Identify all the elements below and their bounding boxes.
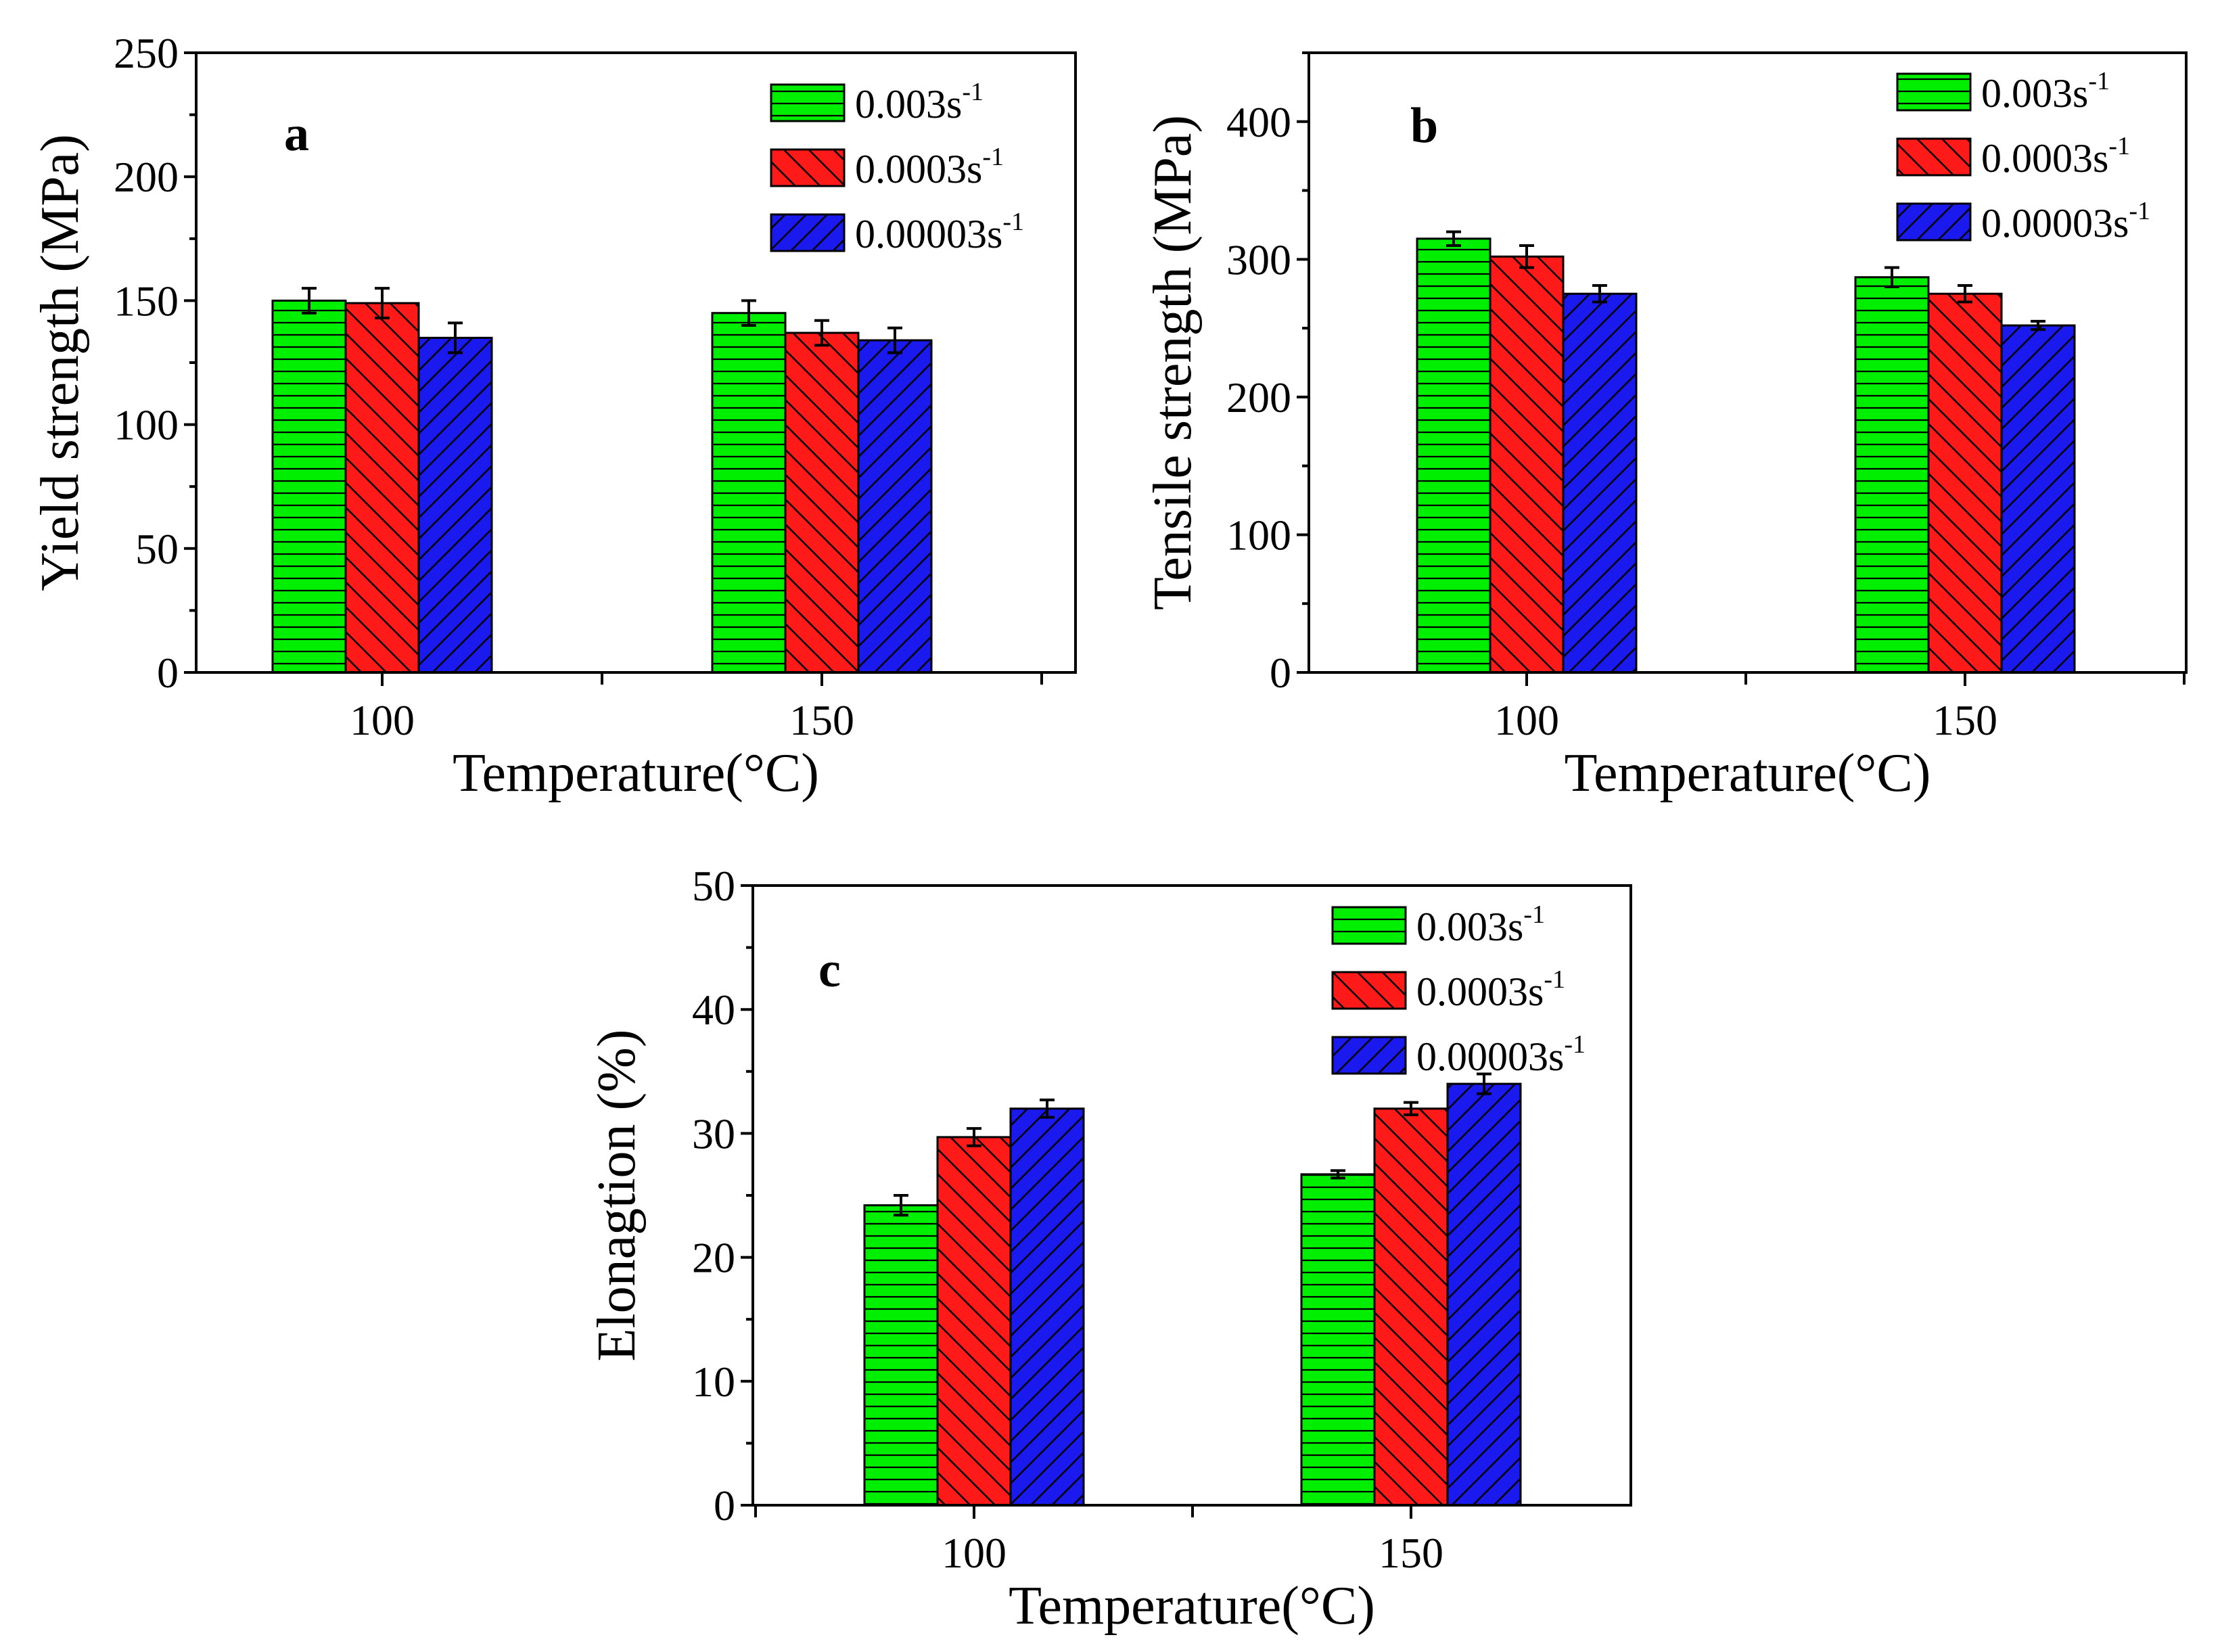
x-tick-label: 150	[1379, 1529, 1443, 1577]
bar-c-s0-c1	[1300, 1173, 1376, 1507]
y-axis-label: Elonagtion (%)	[587, 1030, 647, 1362]
bar-a-s2-c1	[857, 339, 933, 674]
bar-c-s2-c0	[1009, 1107, 1085, 1507]
legend-swatch	[1331, 1036, 1407, 1075]
legend-entry: 0.00003s-1	[1416, 1030, 1586, 1079]
y-tick-label: 100	[1226, 511, 1291, 559]
bar-a-s1-c1	[784, 331, 860, 674]
y-tick-label: 0	[157, 649, 179, 697]
legend-entry: 0.003s-1	[1416, 900, 1545, 949]
error-bar-b-s0-c0	[1446, 230, 1461, 247]
bar-b-s1-c0	[1489, 255, 1565, 674]
bar-a-s1-c0	[344, 302, 420, 674]
error-bar-a-s2-c0	[448, 321, 463, 354]
y-tick-label: 200	[114, 153, 179, 201]
error-bar-a-s1-c0	[375, 287, 390, 320]
legend-swatch	[1331, 971, 1407, 1010]
error-bar-a-s0-c1	[741, 299, 756, 327]
x-axis-label: Temperature(°C)	[1565, 743, 1931, 803]
error-bar-c-s2-c0	[1040, 1098, 1055, 1119]
legend-swatch	[1896, 137, 1972, 177]
error-bar-a-s2-c1	[887, 326, 902, 354]
plot-frame	[1308, 51, 2188, 674]
y-tick-label: 50	[135, 525, 179, 573]
error-bar-c-s1-c0	[967, 1127, 981, 1147]
panel-label: a	[284, 106, 309, 162]
error-bar-b-s0-c1	[1884, 266, 1899, 289]
bar-a-s2-c0	[417, 336, 493, 674]
legend: 0.003s-1 0.0003s-1 0.00003s-1	[1896, 67, 2150, 246]
error-bar-b-s1-c1	[1958, 284, 1972, 304]
x-tick-label: 100	[942, 1529, 1007, 1577]
error-bar-a-s0-c0	[302, 287, 317, 315]
y-tick-label: 250	[114, 29, 179, 77]
legend-entry: 0.0003s-1	[1416, 965, 1565, 1014]
bar-b-s2-c0	[1562, 292, 1638, 674]
y-tick-label: 30	[692, 1109, 735, 1157]
panel-label: b	[1410, 98, 1438, 154]
y-tick-label: 10	[692, 1358, 735, 1406]
bar-b-s2-c1	[2000, 324, 2076, 674]
error-bar-b-s2-c0	[1592, 284, 1607, 304]
bar-a-s0-c1	[711, 312, 787, 674]
bar-c-s1-c0	[936, 1136, 1012, 1507]
y-tick-label: 50	[692, 862, 735, 910]
y-tick-label: 100	[114, 401, 179, 449]
legend-swatch	[1896, 202, 1972, 242]
bar-b-s0-c0	[1416, 237, 1491, 674]
legend-swatch	[1896, 72, 1972, 112]
error-bar-a-s1-c1	[814, 319, 829, 347]
bar-b-s0-c1	[1854, 276, 1930, 674]
y-axis-label: Yield strength (MPa)	[30, 134, 90, 591]
legend-swatch	[770, 83, 846, 122]
x-axis-label: Temperature(°C)	[453, 743, 819, 803]
error-bar-c-s0-c0	[894, 1194, 908, 1217]
y-tick-label: 20	[692, 1234, 735, 1282]
y-tick-label: 150	[114, 277, 179, 325]
y-tick-label: 400	[1226, 98, 1291, 146]
legend-entry: 0.003s-1	[1981, 67, 2110, 116]
legend-entry: 0.0003s-1	[1981, 132, 2130, 181]
y-tick-label: 0	[1270, 649, 1291, 697]
y-tick-label: 300	[1226, 235, 1291, 283]
bar-c-s2-c1	[1446, 1082, 1522, 1507]
legend-swatch	[770, 148, 846, 187]
x-tick-label: 150	[789, 696, 854, 744]
legend-entry: 0.0003s-1	[855, 143, 1004, 191]
y-tick-label: 40	[692, 986, 735, 1034]
bar-b-s1-c1	[1927, 292, 2003, 674]
y-axis-label: Tensile strength (MPa)	[1143, 115, 1203, 610]
error-bar-c-s1-c1	[1404, 1101, 1418, 1116]
legend: 0.003s-1 0.0003s-1 0.00003s-1	[770, 78, 1024, 256]
error-bar-b-s2-c1	[2031, 319, 2045, 331]
y-tick-label: 200	[1226, 373, 1291, 421]
legend-swatch	[1331, 906, 1407, 945]
panel-label: c	[818, 942, 841, 998]
bar-a-s0-c0	[271, 299, 347, 674]
legend-entry: 0.00003s-1	[855, 208, 1024, 256]
legend: 0.003s-1 0.0003s-1 0.00003s-1	[1331, 900, 1586, 1079]
legend-entry: 0.003s-1	[855, 78, 984, 127]
error-bar-c-s0-c1	[1331, 1169, 1345, 1180]
bar-c-s1-c1	[1373, 1107, 1449, 1507]
legend-entry: 0.00003s-1	[1981, 197, 2150, 246]
bar-c-s0-c0	[863, 1204, 939, 1507]
x-tick-label: 150	[1933, 696, 1997, 744]
x-axis-label: Temperature(°C)	[1009, 1576, 1375, 1636]
x-tick-label: 100	[350, 696, 415, 744]
y-tick-label: 0	[714, 1482, 735, 1530]
error-bar-b-s1-c0	[1519, 244, 1534, 269]
legend-swatch	[770, 213, 846, 252]
x-tick-label: 100	[1494, 696, 1559, 744]
error-bar-c-s2-c1	[1477, 1072, 1491, 1095]
